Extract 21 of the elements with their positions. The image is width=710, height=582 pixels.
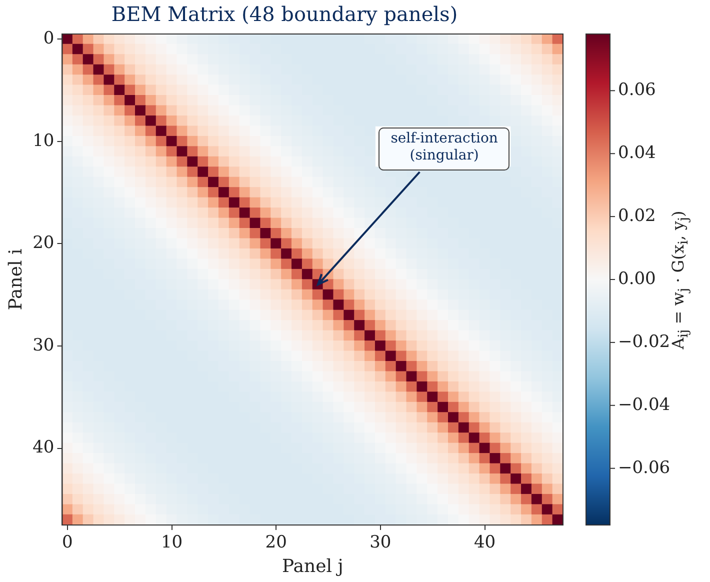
- y-tick-label: 0: [43, 28, 54, 49]
- x-tick-label: 30: [370, 532, 392, 553]
- x-axis-title: Panel j: [282, 556, 344, 577]
- annotation: self-interaction (singular): [378, 128, 510, 171]
- color-bar-label: −0.06: [618, 458, 670, 478]
- y-tick-label: 30: [32, 335, 54, 356]
- color-bar-label: 0.04: [618, 143, 656, 164]
- x-tick-label: 20: [265, 532, 287, 553]
- y-axis-title: Panel i: [5, 248, 26, 310]
- y-tick-label: 10: [32, 130, 54, 151]
- color-bar-label: 0.06: [618, 80, 656, 100]
- x-tick-label: 0: [62, 532, 73, 553]
- color-bar-label: −0.04: [618, 394, 670, 415]
- chart-title: BEM Matrix (48 boundary panels): [111, 2, 458, 26]
- x-tick-label: 40: [474, 532, 496, 553]
- color-bar-label: 0.00: [618, 268, 656, 289]
- y-tick-label: 40: [32, 438, 54, 458]
- color-bar-label: −0.02: [618, 332, 670, 352]
- color-bar-label: 0.02: [618, 206, 656, 226]
- y-tick-label: 20: [32, 233, 54, 254]
- x-tick-label: 10: [160, 532, 183, 553]
